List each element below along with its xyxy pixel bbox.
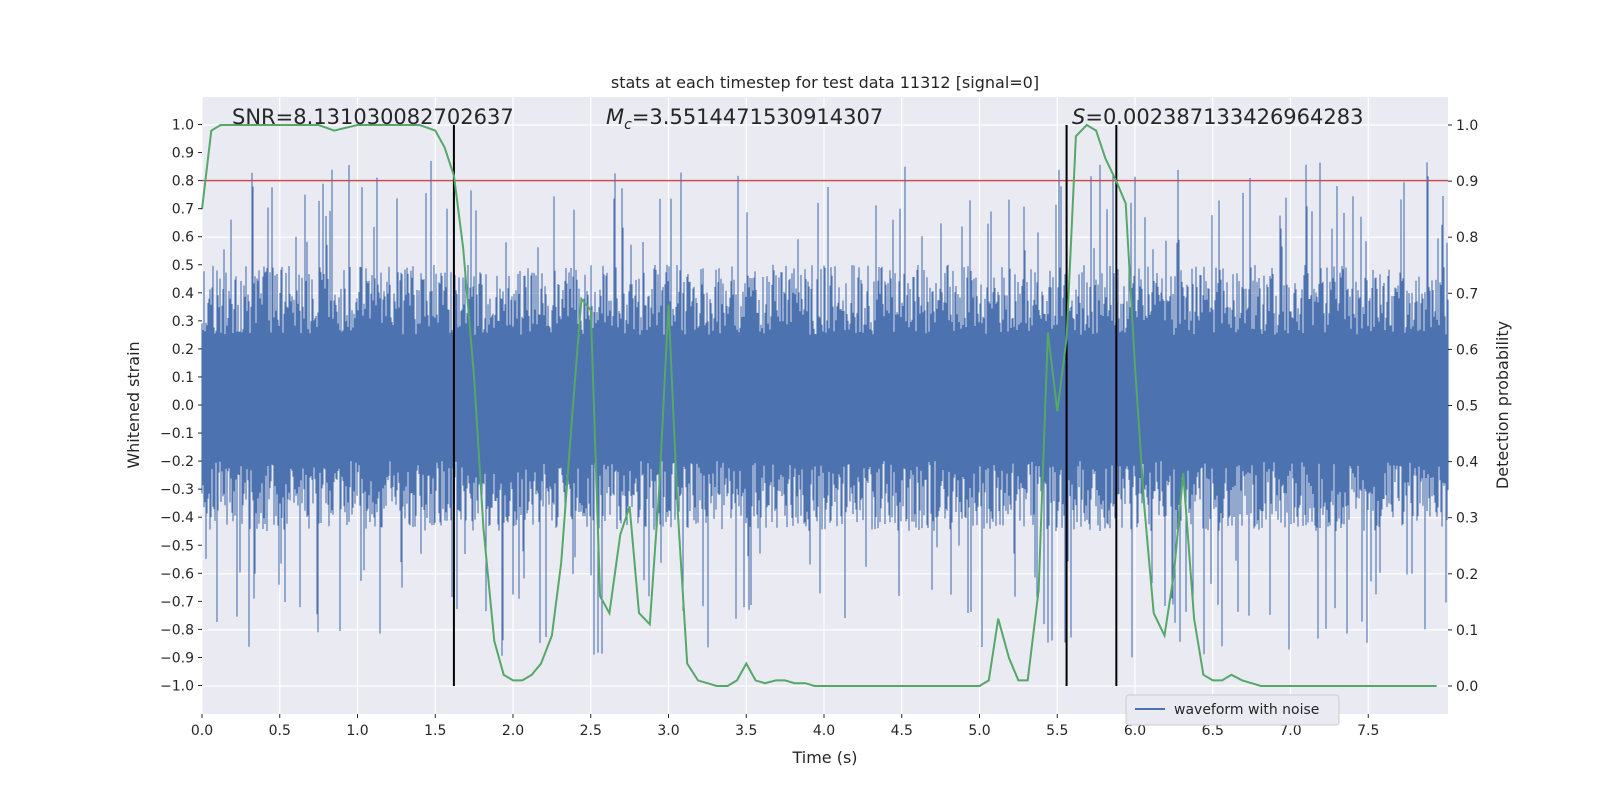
probability-line [201, 123, 1437, 687]
y2-tick-label: 0.8 [1456, 230, 1478, 246]
y2-tick-labels: 1.0 0.9 0.8 0.7 0.6 0.5 0.4 0.3 0.2 0.1 0.0 [1448, 118, 1478, 695]
y-tick-label: −0.4 [160, 510, 194, 526]
x-tick-label: 1.0 [346, 723, 368, 739]
legend-box [1125, 694, 1340, 726]
s-value: =0.002387133426964283 [1085, 105, 1363, 129]
waveform-trace [201, 161, 1449, 658]
chirp-mass-annotation: Mc=3.5514471530914307 [606, 105, 883, 133]
x-tick-label: 4.5 [891, 723, 913, 739]
y-tick-label: 0.0 [172, 398, 194, 414]
y2-axis-label: Detection probability [1493, 321, 1512, 489]
chart-title: stats at each timestep for test data 113… [611, 73, 1039, 92]
y2-tick-label: 0.2 [1456, 567, 1478, 583]
y-tick-label: 0.9 [172, 146, 194, 162]
x-tick-label: 6.0 [1124, 723, 1146, 739]
y2-tick-label: 0.7 [1456, 286, 1478, 302]
x-tick-label: 2.0 [502, 723, 524, 739]
x-tick-label: 0.0 [191, 723, 213, 739]
x-tick-label: 7.5 [1357, 723, 1379, 739]
y-tick-label: −1.0 [160, 679, 194, 695]
y-tick-label: 1.0 [172, 118, 194, 134]
x-tick-label: 5.0 [968, 723, 990, 739]
x-tick-label: 5.5 [1046, 723, 1068, 739]
s-annotation: S=0.002387133426964283 [1072, 105, 1363, 129]
legend: waveform with noise [1125, 694, 1340, 726]
y-tick-label: 0.1 [172, 370, 194, 386]
chirp-mass-subscript: c [624, 117, 632, 133]
y-tick-label: −0.3 [160, 482, 194, 498]
y2-tick-label: 0.1 [1456, 623, 1478, 639]
waveform-series [201, 161, 1449, 658]
snr-annotation: SNR=8.131030082702637 [232, 105, 514, 129]
x-tick-label: 3.5 [735, 723, 757, 739]
s-symbol: S [1072, 105, 1085, 129]
x-tick-label: 4.0 [813, 723, 835, 739]
y2-tick-label: 0.0 [1456, 679, 1478, 695]
y-tick-label: −0.7 [160, 594, 194, 610]
y-tick-label: 0.7 [172, 202, 194, 218]
y-tick-label: 0.6 [172, 230, 194, 246]
x-tick-label: 1.5 [424, 723, 446, 739]
y2-tick-label: 0.4 [1456, 455, 1478, 471]
chirp-mass-symbol: M [606, 105, 624, 129]
y-tick-label: −0.8 [160, 622, 194, 638]
y-tick-label: −0.1 [160, 426, 194, 442]
x-tick-labels: 0.0 0.5 1.0 1.5 2.0 2.5 3.0 3.5 4.0 4.5 5.0 5.5 6.0 6… [191, 714, 1379, 739]
x-tick-label: 7.0 [1279, 723, 1301, 739]
x-tick-label: 6.5 [1202, 723, 1224, 739]
y-tick-label: 0.2 [172, 342, 194, 358]
y2-tick-label: 0.3 [1456, 511, 1478, 527]
x-tick-label: 0.5 [269, 723, 291, 739]
y2-tick-label: 1.0 [1456, 118, 1478, 134]
chirp-mass-value: =3.5514471530914307 [632, 105, 883, 129]
x-tick-label: 2.5 [580, 723, 602, 739]
y-tick-label: 0.3 [172, 314, 194, 330]
y-tick-label: −0.6 [160, 566, 194, 582]
y-tick-label: 0.8 [172, 174, 194, 190]
y-tick-label: −0.2 [160, 454, 194, 470]
probability-series [201, 123, 1437, 687]
detection-markers [452, 125, 1118, 686]
y-tick-label: 0.4 [172, 286, 194, 302]
x-tick-label: 3.0 [657, 723, 679, 739]
y2-tick-label: 0.6 [1456, 342, 1478, 358]
y2-tick-label: 0.5 [1456, 399, 1478, 415]
y-tick-labels: 1.0 0.9 0.8 0.7 0.6 0.5 0.4 0.3 0.2 0.1 0.0 −0.1 −0.… [160, 118, 202, 695]
y-tick-label: −0.9 [160, 650, 194, 666]
y-tick-label: 0.5 [172, 258, 194, 274]
y2-tick-label: 0.9 [1456, 174, 1478, 190]
y-axis-label: Whitened strain [124, 341, 143, 468]
legend-label: waveform with noise [1174, 702, 1319, 718]
y-tick-label: −0.5 [160, 538, 194, 554]
x-axis-label: Time (s) [791, 748, 857, 767]
